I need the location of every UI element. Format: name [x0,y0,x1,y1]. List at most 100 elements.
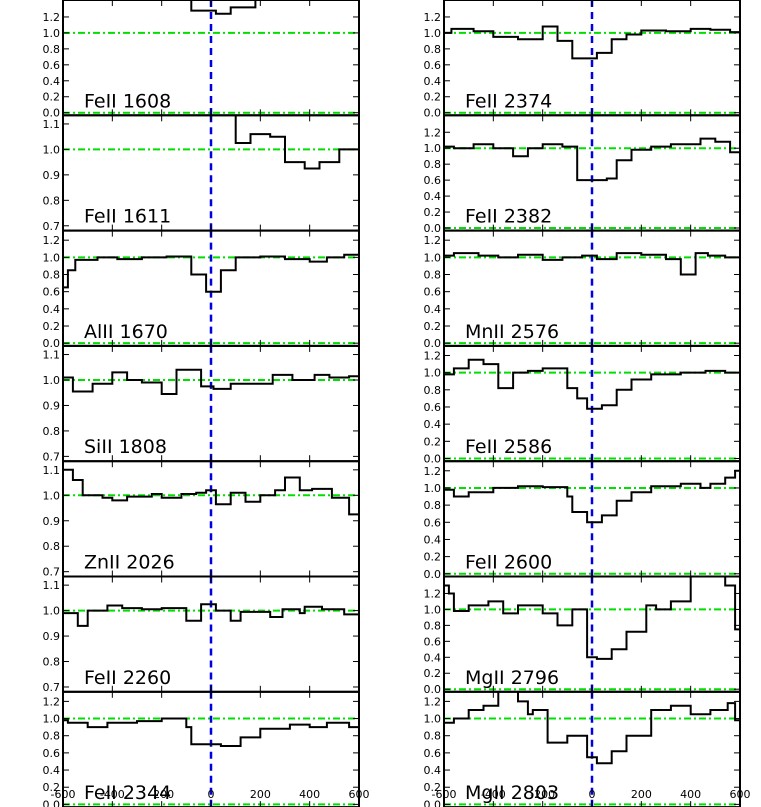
spectrum-line [444,252,740,276]
y-tick-label: 0.2 [424,781,442,794]
y-tick-label: 1.2 [424,349,442,362]
y-tick-label: 0.6 [424,747,442,760]
y-tick-label: 0.2 [43,781,61,794]
y-tick-label: 0.8 [43,656,61,669]
y-tick-label: 0.9 [43,169,61,182]
panel-feii-2586: 0.0 0.2 0.4 0.6 0.8 1.0 1.2 FeII 2586 [424,344,741,465]
y-tick-label: 0.9 [43,399,61,412]
y-tick-label: 1.2 [43,234,61,247]
y-tick-label: 1.0 [43,251,61,264]
panel-label: FeII 1608 [84,90,171,112]
y-tick-label: 0.0 [43,798,61,807]
y-tick-label: 1.1 [43,118,61,131]
spectrum-line [63,603,359,627]
y-tick-label: 0.2 [43,91,61,104]
y-tick-label: 0.8 [43,43,61,56]
y-tick-label: 1.2 [424,465,442,478]
y-tick-label: 0.9 [43,630,61,643]
y-tick-label: 0.4 [43,75,61,88]
y-tick-label: 0.0 [424,568,442,581]
y-tick-label: 0.8 [424,384,442,397]
y-tick-label: 1.0 [424,713,442,726]
y-tick-label: 0.8 [424,269,442,282]
y-tick-label: 0.2 [43,320,61,333]
y-tick-label: 0.8 [424,730,442,743]
y-tick-label: 0.2 [424,667,442,680]
y-tick-label: 0.0 [424,452,442,465]
y-tick-label: 1.2 [43,11,61,24]
y-tick-label: 0.4 [424,418,442,431]
panel-siii-1808: 0.7 0.8 0.9 1.0 1.1 SiII 1808 [43,344,360,463]
panel-mnii-2576: 0.0 0.2 0.4 0.6 0.8 1.0 1.2 MnII 2576 [424,229,741,350]
panel-feii-2260: 0.7 0.8 0.9 1.0 1.1 FeII 2260 [43,575,360,694]
y-tick-label: 0.7 [43,450,61,463]
y-tick-label: 1.2 [424,126,442,139]
y-tick-label: 1.0 [43,605,61,618]
y-tick-label: 0.4 [43,303,61,316]
y-tick-label: 1.1 [43,349,61,362]
y-tick-label: 1.2 [424,11,442,24]
panel-mgii-2803: 0.0 0.2 0.4 0.6 0.8 1.0 1.2 MgII 2803 [424,690,741,807]
y-tick-label: 1.0 [424,603,442,616]
spectrum-line [444,576,740,660]
panel-label: MnII 2576 [465,321,559,343]
y-tick-label: 0.9 [43,515,61,528]
y-tick-label: 0.4 [424,75,442,88]
y-tick-label: 0.0 [424,798,442,807]
y-tick-label: 0.8 [43,194,61,207]
y-tick-label: 0.0 [43,337,61,350]
y-tick-label: 0.8 [424,619,442,632]
y-tick-label: 0.7 [43,220,61,233]
y-tick-label: 0.4 [424,764,442,777]
y-tick-label: 0.4 [424,303,442,316]
x-tick-label: 200 [631,788,652,801]
y-tick-label: 0.2 [424,206,442,219]
x-tick-label: -200 [530,788,555,801]
y-tick-label: 1.0 [43,374,61,387]
y-tick-label: 0.2 [424,320,442,333]
y-tick-label: 1.0 [43,143,61,156]
panel-label: FeII 2382 [465,206,552,228]
y-tick-label: 0.8 [43,730,61,743]
y-tick-label: 0.8 [43,269,61,282]
x-tick-label: -600 [51,788,76,801]
y-tick-label: 0.6 [43,59,61,72]
y-tick-label: 0.8 [424,43,442,56]
y-tick-label: 0.6 [424,174,442,187]
y-tick-label: 0.4 [424,651,442,664]
y-tick-label: 1.0 [424,142,442,155]
panel-label: FeII 2374 [465,90,552,112]
panel-label: FeII 2600 [465,552,552,574]
y-tick-label: 0.2 [424,551,442,564]
panel-znii-2026: 0.7 0.8 0.9 1.0 1.1 ZnII 2026 [43,460,360,579]
y-tick-label: 0.4 [424,533,442,546]
y-tick-label: 1.1 [43,579,61,592]
panel-label: FeII 2586 [465,436,552,458]
y-tick-label: 0.6 [424,635,442,648]
spectrum-line [63,253,359,293]
y-tick-label: 1.2 [424,695,442,708]
panel-alii-1670: 0.0 0.2 0.4 0.6 0.8 1.0 1.2 AlII 1670 [43,229,360,350]
x-tick-label: 0 [589,788,596,801]
y-tick-label: 0.7 [43,566,61,579]
y-tick-label: 1.0 [424,367,442,380]
y-tick-label: 1.0 [424,251,442,264]
x-tick-label: 600 [349,788,370,801]
y-tick-label: 0.4 [43,764,61,777]
y-tick-label: 0.8 [424,499,442,512]
x-tick-label: 200 [250,788,271,801]
y-tick-label: 1.0 [43,27,61,40]
spectrum-line [444,691,740,765]
y-tick-label: 1.1 [43,464,61,477]
y-tick-label: 1.0 [424,482,442,495]
x-tick-label: -200 [149,788,174,801]
x-tick-label: 400 [680,788,701,801]
x-axis-tick-labels: -600 -400 -200 0 200 400 600 -600 -400 -200 0 200 40… [51,788,751,801]
y-tick-label: 0.6 [43,747,61,760]
panel-label: ZnII 2026 [84,552,175,574]
spectrum-line [234,115,359,170]
y-tick-label: 0.6 [424,401,442,414]
x-tick-label: -600 [432,788,457,801]
y-tick-label: 0.4 [424,190,442,203]
